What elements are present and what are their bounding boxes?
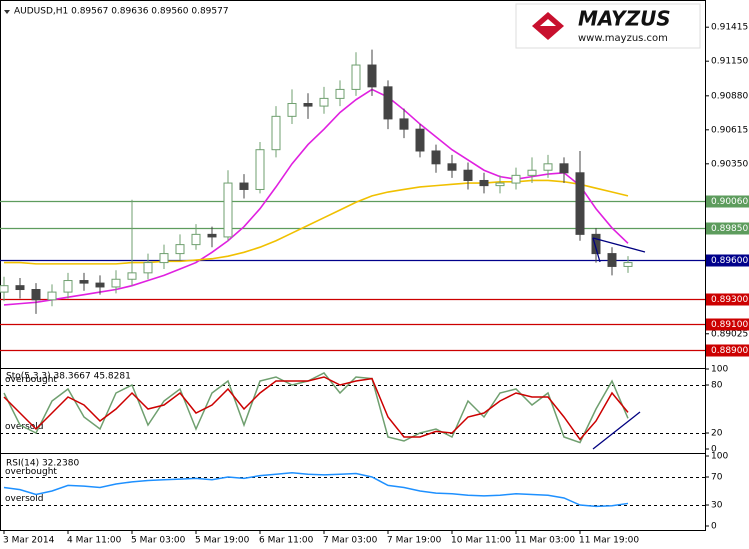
candle-body <box>191 233 201 246</box>
candle-body <box>95 282 105 288</box>
candle-body <box>143 262 153 274</box>
y-tick-label: 20 <box>711 429 723 439</box>
y-tick-label: 100 <box>711 452 728 462</box>
level-label-bg <box>706 222 749 235</box>
candle-body <box>495 182 505 187</box>
candle-body <box>463 169 473 181</box>
y-tick-label: 70 <box>711 473 723 483</box>
y-tick-label: 80 <box>711 381 723 391</box>
candle-body <box>431 150 441 165</box>
logo-brand: MAYZUS <box>578 7 671 31</box>
candle-body <box>623 262 633 267</box>
level-label: 0.89600 <box>711 256 748 266</box>
level-label: overbought <box>5 375 57 385</box>
candle-body <box>559 163 569 174</box>
y-tick-label: 0.91415 <box>711 23 748 33</box>
x-tick-label: 11 Mar 19:00 <box>579 536 639 546</box>
level-label: 0.89100 <box>711 320 748 330</box>
level-label-bg <box>706 254 749 267</box>
x-tick-label: 10 Mar 11:00 <box>451 536 511 546</box>
candle-body <box>239 182 249 190</box>
stochastic-trendline <box>592 411 641 450</box>
symbol-dropdown[interactable] <box>4 10 10 14</box>
x-tick-label: 5 Mar 19:00 <box>195 536 250 546</box>
x-tick-label: 4 Mar 11:00 <box>67 536 122 546</box>
candle-body <box>511 174 521 184</box>
y-tick-label: 0.90350 <box>711 159 748 169</box>
candle-body <box>399 118 409 130</box>
x-tick-label: 3 Mar 2014 <box>3 536 55 546</box>
candle-body <box>63 280 73 293</box>
candle-body <box>415 128 425 152</box>
candle-body <box>255 149 265 190</box>
candle-body <box>607 253 617 267</box>
candle-body <box>31 289 41 301</box>
candle-body <box>15 285 25 291</box>
candle-body <box>0 285 9 293</box>
candle-body <box>479 179 489 187</box>
level-label-bg <box>706 318 749 331</box>
trendline <box>592 237 646 253</box>
candle-body <box>543 163 553 171</box>
level-label: 0.88900 <box>711 346 748 356</box>
moving-average <box>4 179 629 265</box>
indicator-title: RSI(14) 32.2380 <box>6 459 79 469</box>
candle-body <box>575 172 585 235</box>
candle-body <box>335 88 345 99</box>
level-label-bg <box>706 195 749 208</box>
candle-body <box>223 182 233 238</box>
x-tick-label: 11 Mar 03:00 <box>515 536 575 546</box>
trendline <box>592 237 601 263</box>
indicator-line <box>3 372 629 444</box>
level-label: 0.89300 <box>711 295 748 305</box>
x-tick-label: 7 Mar 03:00 <box>323 536 378 546</box>
y-tick-label: 0.90615 <box>711 125 748 135</box>
candle-body <box>319 97 329 107</box>
y-tick-label: 0.89025 <box>711 329 748 339</box>
y-tick-label: 0 <box>711 522 717 532</box>
candle-body <box>79 280 89 284</box>
indicator-title: Sto(5,3,3) 38.3667 45.8281 <box>6 372 131 382</box>
candle-body <box>207 233 217 238</box>
level-label: 0.89850 <box>711 224 748 234</box>
indicator-line <box>3 472 629 508</box>
level-label: oversold <box>5 494 43 504</box>
candle-body <box>447 163 457 171</box>
y-tick-label: 0.91150 <box>711 57 748 67</box>
candle-body <box>591 233 601 255</box>
candle-body <box>287 103 297 117</box>
level-label: 0.90060 <box>711 197 748 207</box>
x-tick-label: 7 Mar 19:00 <box>387 536 442 546</box>
candle-body <box>47 291 57 301</box>
candle-body <box>527 169 537 176</box>
level-label: overbought <box>5 467 57 477</box>
logo-url: www.mayzus.com <box>578 33 668 44</box>
candle-body <box>303 103 313 107</box>
level-label-bg <box>706 344 749 357</box>
indicator-line <box>3 376 629 441</box>
candle-body <box>271 115 281 151</box>
candle-body <box>111 278 121 288</box>
candle-body <box>351 64 361 90</box>
moving-average <box>3 88 629 306</box>
candle-body <box>383 86 393 120</box>
candle-body <box>159 253 169 264</box>
y-tick-label: 0.90880 <box>711 91 748 101</box>
level-label-bg <box>706 293 749 306</box>
x-tick-label: 6 Mar 11:00 <box>259 536 314 546</box>
chart-title: AUDUSD,H1 0.89567 0.89636 0.89560 0.8957… <box>14 7 229 17</box>
y-tick-label: 30 <box>711 501 723 511</box>
y-tick-label: 0 <box>711 445 717 455</box>
x-tick-label: 5 Mar 03:00 <box>131 536 186 546</box>
candle-body <box>367 64 377 88</box>
logo: MAYZUS www.mayzus.com <box>515 3 701 49</box>
candle-body <box>127 272 137 280</box>
candle-body <box>175 244 185 255</box>
y-tick-label: 100 <box>711 365 728 375</box>
logo-icon-detail <box>540 19 556 26</box>
